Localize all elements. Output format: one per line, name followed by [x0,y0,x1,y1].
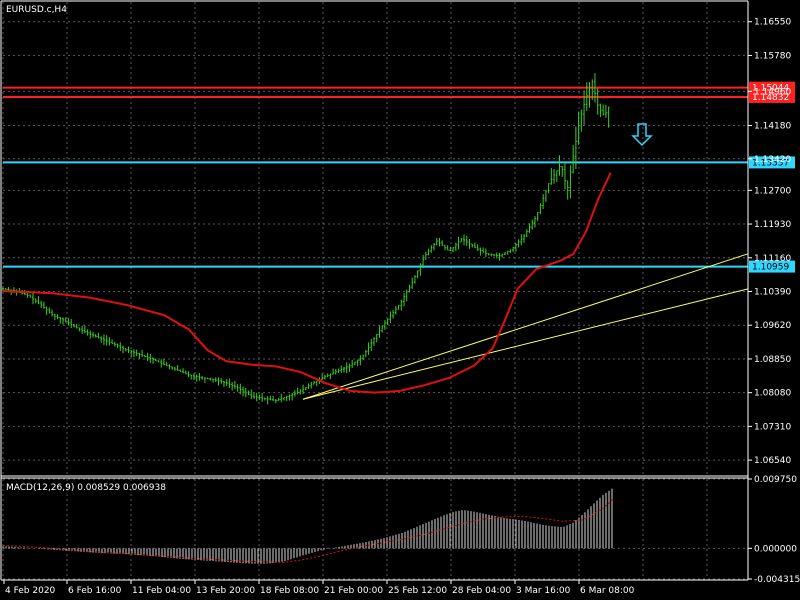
level-label: 1.10959 [752,263,789,273]
trendline [302,288,749,400]
macd-title: MACD(12,26,9) 0.008529 0.006938 [6,483,166,493]
chart-title: EURUSD.c,H4 [6,5,67,15]
price-axis-labels: 1.16550 1.15780 1.14960 1.14180 1.13420 1.127… [748,18,791,466]
signal-line [2,498,614,564]
y-tick-label: 1.06540 [754,456,791,466]
macd-axis-labels: 0.009750 0.000000 -0.004315 [748,475,800,585]
macd-histogram [2,488,613,564]
level-label-bg [749,156,795,169]
level-label: 1.14832 [752,93,789,103]
macd-grid [2,478,748,580]
y-tick-label: 1.08850 [754,355,791,365]
x-tick-label: 6 Mar 08:00 [580,586,635,596]
level-label-bg [749,90,795,103]
x-tick-label: 6 Feb 16:00 [68,586,122,596]
x-tick-label: 21 Feb 00:00 [324,586,383,596]
x-tick-label: 13 Feb 20:00 [196,586,255,596]
y-tick-label: 1.16550 [754,18,791,28]
x-tick-label: 28 Feb 04:00 [452,586,511,596]
x-tick-label: 4 Feb 2020 [5,586,56,596]
y-tick-label: 1.07310 [754,422,791,432]
y-tick-label: 1.11930 [754,220,791,230]
x-tick-label: 3 Mar 16:00 [516,586,571,596]
x-tick-label: 11 Feb 04:00 [132,586,191,596]
macd-y-tick-label: 0.000000 [754,544,797,554]
time-axis-labels: 4 Feb 2020 6 Feb 16:00 11 Feb 04:00 13 Feb … [3,580,635,596]
moving-average [2,172,612,394]
y-tick-label: 1.08080 [754,389,791,399]
y-tick-label: 1.14180 [754,122,791,132]
y-tick-label: 1.11160 [754,254,791,264]
x-tick-label: 25 Feb 12:00 [388,586,447,596]
y-tick-label: 1.09620 [754,321,791,331]
y-tick-label: 1.13420 [754,155,791,165]
y-tick-label: 1.12700 [754,186,791,196]
level-label-bg [749,260,795,273]
macd-y-tick-label: -0.004315 [754,575,800,585]
macd-y-tick-label: 0.009750 [754,475,797,485]
level-label: 1.15044 [752,84,789,94]
y-tick-label: 1.15780 [754,51,791,61]
y-tick-label: 1.10390 [754,287,791,297]
ma-line [2,172,612,394]
macd-signal-line [2,498,614,564]
trendlines [302,253,749,400]
level-label: 1.13337 [752,158,789,168]
sell-arrow-icon [631,123,653,147]
x-tick-label: 18 Feb 08:00 [260,586,319,596]
y-tick-label: 1.14960 [754,87,791,97]
level-label-bg [749,81,795,94]
trendline [302,253,749,400]
price-grid [2,2,748,475]
price-candles [2,73,610,405]
